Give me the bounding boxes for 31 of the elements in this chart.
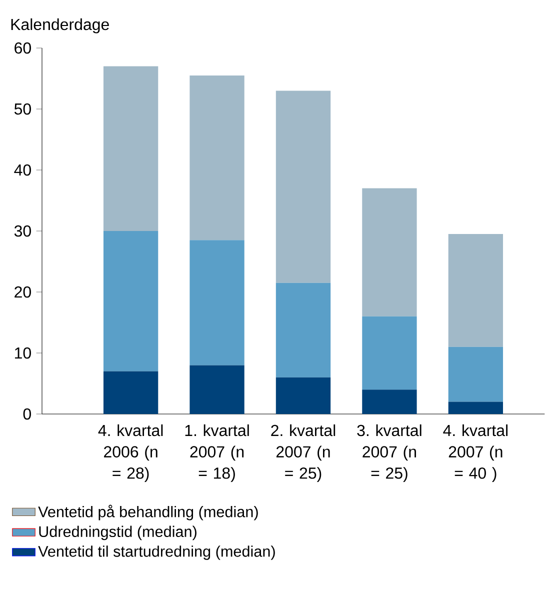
bar (362, 390, 417, 414)
x-tick-label: 4. kvartal 2007 (n = 40 ) (443, 424, 508, 482)
bar (190, 240, 245, 366)
legend-label: Ventetid til startudredning (median) (38, 546, 276, 560)
x-tick-label: 4. kvartal 2006 (n = 28) (98, 424, 163, 482)
legend-label: Ventetid på behandling (median) (38, 504, 258, 520)
y-tick-label: 40 (14, 164, 32, 176)
bar (190, 75, 245, 240)
bar (362, 188, 417, 316)
y-tick-label: 50 (14, 103, 32, 115)
legend-label: Udredningstid (median) (39, 526, 197, 540)
bar (276, 282, 331, 378)
y-tick-label: 30 (14, 225, 32, 237)
bar (276, 377, 331, 414)
y-tick-label: 10 (15, 347, 32, 359)
y-tick-label: 60 (14, 42, 32, 54)
bar (104, 371, 158, 414)
bar (276, 90, 331, 283)
bar (104, 66, 158, 232)
bar (104, 231, 158, 372)
bar (448, 234, 504, 347)
y-tick-label: 0 (24, 408, 32, 420)
y-axis-title: Kalenderdage (12, 18, 110, 34)
bar (362, 316, 417, 390)
x-tick-label: 2. kvartal 2007 (n = 25) (271, 424, 336, 482)
bar (448, 346, 504, 402)
y-tick-label: 20 (14, 286, 32, 298)
x-tick-label: 3. kvartal 2007 (n = 25) (357, 424, 422, 482)
bar (448, 402, 504, 414)
bar (190, 365, 245, 414)
x-tick-label: 1. kvartal 2007 (n = 18) (186, 424, 250, 482)
